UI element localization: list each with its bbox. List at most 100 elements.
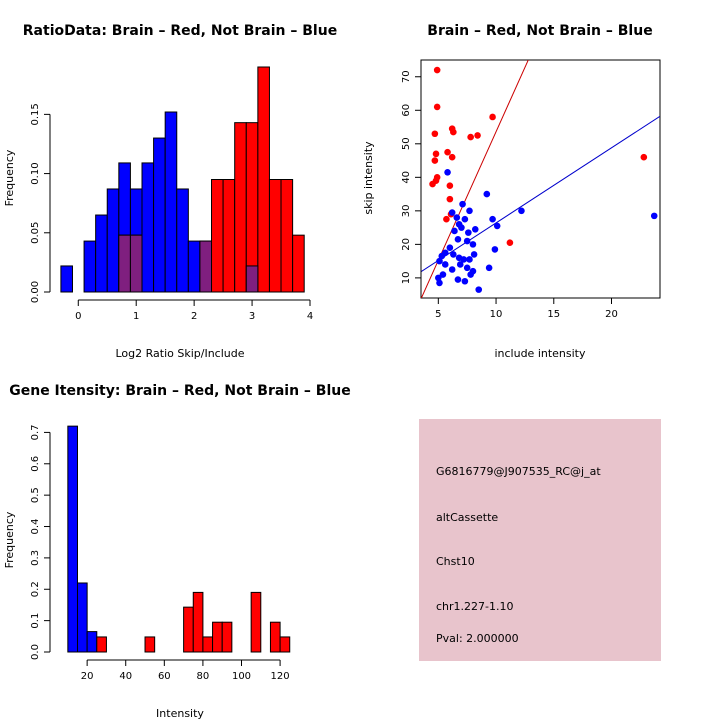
- scatter-point-not-brain: [448, 209, 456, 216]
- gene-intensity-histogram-panel: Gene Itensity: Brain – Red, Not Brain – …: [3, 383, 351, 720]
- 2-y-tick-label: 0.5: [30, 487, 41, 503]
- 0-bar-brain: [268, 179, 282, 293]
- 0-bar-not-brain: [164, 111, 178, 293]
- 2-x-tick-label: 80: [197, 671, 210, 682]
- gene-intensity-ylabel: Frequency: [3, 511, 16, 568]
- scatter-point-brain: [443, 215, 450, 223]
- scatter-point-brain: [467, 133, 474, 141]
- scatter-point-not-brain: [451, 227, 458, 235]
- scatter-point-not-brain: [446, 244, 454, 252]
- 0-x-tick-label: 1: [133, 311, 139, 322]
- scatter-point-brain: [431, 157, 439, 164]
- scatter-plot-box: [420, 59, 661, 299]
- scatter-point-not-brain: [518, 207, 525, 215]
- 0-bar-overlap: [199, 240, 213, 293]
- ratio-histogram-axes: 0 1 2 3 4 0.00 0.05 0.10 0.15: [30, 103, 313, 322]
- 0-y-tick-label: 0.00: [30, 281, 41, 303]
- scatter-point-not-brain: [475, 286, 483, 293]
- scatter-point-not-brain: [436, 279, 443, 287]
- scatter-fit-lines: [421, 60, 660, 298]
- 2-bar-brain: [144, 636, 156, 653]
- 2-bar-brain: [183, 606, 194, 653]
- scatter-point-not-brain: [444, 168, 451, 176]
- scatter-point-not-brain: [456, 261, 464, 268]
- scatter-point-brain: [433, 103, 441, 111]
- scatter-point-not-brain: [469, 241, 477, 248]
- 0-bar-not-brain: [141, 162, 155, 293]
- 2-bar-brain: [96, 636, 107, 653]
- scatter-point-not-brain: [441, 261, 449, 268]
- gene-intensity-axes: 20 40 60 80 100 120 0.0 0.1 0.2 0.3 0.4 0.5 0.6 0.7: [30, 424, 290, 682]
- 2-x-tick-label: 60: [158, 671, 171, 682]
- scatter-point-brain: [446, 195, 454, 203]
- scatter-axes: 5 10 15 20 10 20 30 40 50 60 70: [401, 70, 618, 320]
- 0-bar-not-brain: [106, 188, 120, 293]
- scatter-point-not-brain: [463, 237, 471, 245]
- 2-bar-not-brain: [76, 582, 88, 653]
- 2-x-tick-label: 100: [232, 671, 251, 682]
- 0-bar-overlap: [245, 265, 259, 293]
- 2-y-tick-label: 0.3: [30, 550, 41, 566]
- scatter-point-not-brain: [483, 190, 491, 198]
- scatter-point-not-brain: [465, 229, 472, 236]
- gene-intensity-bars: [67, 425, 291, 653]
- 0-bar-not-brain: [95, 214, 108, 293]
- 0-bar-brain: [292, 234, 305, 293]
- 2-y-tick-label: 0.1: [30, 613, 41, 629]
- 0-bar-brain: [222, 179, 236, 293]
- 2-bar-brain: [212, 621, 223, 653]
- scatter-point-not-brain: [450, 251, 457, 258]
- scatter-point-not-brain: [435, 274, 442, 282]
- scatter-point-brain: [431, 130, 439, 138]
- 2-bar-not-brain: [67, 425, 78, 653]
- 2-x-tick-label: 20: [81, 671, 94, 682]
- 1-y-tick-label: 20: [401, 238, 412, 251]
- scatter-point-not-brain: [463, 264, 471, 272]
- ratio-histogram-xlabel: Log2 Ratio Skip/Include: [115, 347, 244, 360]
- ratio-histogram-ylabel: Frequency: [3, 149, 16, 206]
- 2-y-tick-label: 0.4: [30, 519, 41, 535]
- scatter-point-not-brain: [459, 200, 466, 208]
- info-panel: G6816779@J907535_RC@j_at altCassette Chs…: [419, 419, 661, 661]
- 1-x-tick-label: 5: [435, 309, 441, 320]
- scatter-point-not-brain: [650, 212, 658, 220]
- scatter-fit-line-1: [421, 115, 660, 273]
- 2-x-tick-label: 40: [119, 671, 132, 682]
- scatter-fit-line-0: [421, 60, 529, 298]
- 2-y-tick-label: 0.2: [30, 581, 41, 597]
- 2-y-tick-label: 0.7: [30, 424, 41, 440]
- 0-x-tick-label: 4: [307, 311, 313, 322]
- 0-bar-not-brain: [83, 240, 97, 293]
- scatter-xlabel: include intensity: [494, 347, 586, 360]
- 0-y-tick-label: 0.10: [30, 162, 41, 184]
- 0-bar-not-brain: [176, 188, 189, 293]
- scatter-title: Brain – Red, Not Brain – Blue: [427, 23, 652, 39]
- scatter-point-not-brain: [461, 215, 469, 223]
- scatter-point-brain: [432, 150, 440, 158]
- 1-x-tick-label: 10: [490, 309, 503, 320]
- scatter-point-not-brain: [467, 271, 474, 278]
- 2-y-tick-label: 0.6: [30, 456, 41, 472]
- scatter-point-brain: [433, 66, 441, 74]
- 2-bar-brain: [192, 591, 204, 653]
- intensity-scatter-panel: Brain – Red, Not Brain – Blue 5 10 15 20 10 2…: [362, 23, 661, 360]
- scatter-point-not-brain: [466, 207, 473, 215]
- 0-bar-not-brain: [60, 265, 73, 293]
- scatter-ylabel: skip intensity: [362, 141, 375, 215]
- scatter-point-not-brain: [436, 257, 443, 265]
- scatter-point-brain: [474, 132, 481, 139]
- 0-bar-brain: [257, 66, 270, 293]
- scatter-point-brain: [640, 153, 648, 161]
- 1-y-tick-label: 70: [401, 70, 412, 83]
- ratio-histogram-title: RatioData: Brain – Red, Not Brain – Blue: [23, 23, 337, 39]
- 1-x-tick-label: 20: [605, 309, 618, 320]
- 1-x-tick-label: 15: [547, 309, 560, 320]
- 1-y-tick-label: 40: [401, 171, 412, 184]
- 0-bar-overlap: [129, 234, 143, 293]
- 2-y-tick-label: 0.0: [30, 644, 41, 660]
- scatter-point-not-brain: [454, 276, 462, 283]
- 2-bar-brain: [279, 636, 291, 653]
- 0-bar-brain: [280, 179, 294, 293]
- scatter-point-not-brain: [491, 246, 499, 253]
